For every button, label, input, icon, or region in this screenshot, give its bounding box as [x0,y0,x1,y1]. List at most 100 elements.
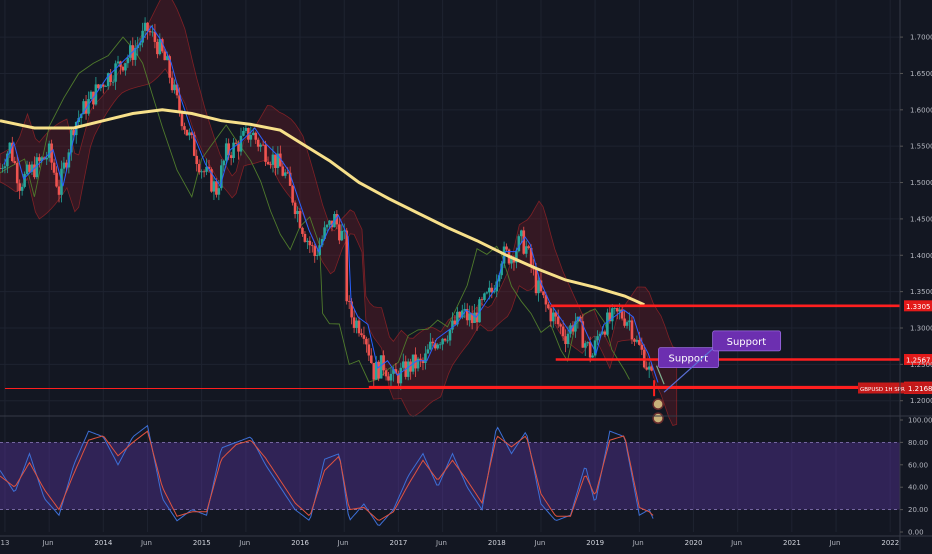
candle-body [488,287,491,293]
candle-body [298,210,302,228]
candle-body [478,299,481,323]
time-tick-label: Jun [533,539,545,547]
candle-body [586,342,590,344]
support-callout-box[interactable] [712,330,782,352]
candle-body [30,164,34,172]
oscillator-line [0,424,654,526]
time-tick-label: Jun [337,539,349,547]
price-level-tag [904,353,932,365]
candle-body [433,343,437,349]
candle-body [610,308,614,322]
candle-body [264,145,267,162]
candle-body [392,369,395,374]
candle-body [320,238,324,246]
candle-body [227,143,230,156]
candle-body [374,361,378,380]
event-marker-icon[interactable] [652,412,664,424]
price-tick-label: 1.4500 [910,215,932,223]
candle-body [293,202,297,215]
candle-body [18,183,21,191]
candle-body [104,86,108,88]
candle-body [429,341,432,350]
candle-body [394,369,398,374]
time-tick-label: 2020 [685,539,703,547]
candle-body [101,84,105,87]
candle-body [160,39,164,52]
candle-body [591,355,594,358]
candle-body [460,310,464,318]
candle-body [554,312,558,317]
candle-body [495,281,499,292]
candle-body [456,311,459,325]
candle-body [38,157,41,161]
candle-body [468,313,471,321]
candle-body [630,320,634,340]
candle-body [87,99,90,114]
grid-lines [0,0,900,532]
candle-body [232,142,235,159]
event-marker-icon[interactable] [652,398,664,410]
time-tick-label: 2015 [193,539,211,547]
candle-body [50,143,53,163]
candle-body [564,336,567,345]
candle-body [615,308,619,312]
candle-body [401,361,405,368]
candle-body [215,181,218,195]
candle-body [310,245,314,247]
candle-body [338,224,341,241]
candle-body [544,295,548,305]
candle-body [583,343,587,348]
candle-body [426,349,430,354]
time-tick-label: 2022 [881,539,899,547]
candle-body [384,370,388,377]
price-tick-label: 1.7000 [910,34,932,42]
support-callout-box[interactable] [658,347,719,369]
candle-body [387,376,390,381]
candle-body [242,130,245,136]
candle-body [210,169,213,192]
candle-body [274,154,277,168]
candle-body [121,66,125,71]
moving-average-line [0,108,645,307]
candle-body [25,164,29,174]
candle-body [28,164,31,172]
candle-body [217,188,221,195]
candle-body [259,144,262,147]
candle-body [571,325,575,332]
candle-body [633,339,636,342]
candle-body [431,341,435,344]
candle-body [593,340,597,356]
candle-body [625,322,629,326]
candle-body [367,344,371,356]
candle-body [13,161,17,164]
candle-body [40,157,44,161]
candle-body [89,91,93,100]
candle-body [618,309,621,312]
candle-body [345,230,349,302]
candle-body [357,320,361,334]
candle-body [492,291,496,293]
candle-body [328,220,331,225]
candle-body [399,367,403,384]
oscillator-tick-label: 100.00 [908,417,932,425]
candle-body [365,338,368,345]
candle-body [424,353,427,364]
time-tick-label: 2021 [783,539,801,547]
candle-body [283,172,287,176]
candle-body [288,172,292,186]
candle-body [601,331,604,334]
annotations[interactable]: Support Support [655,330,782,393]
time-tick-label: 13 [1,539,10,547]
time-tick-label: Jun [42,539,54,547]
candle-body [465,308,469,321]
price-tick-label: 1.3000 [910,325,932,333]
candle-body [192,135,196,156]
candle-body [165,56,169,61]
candle-body [406,361,410,377]
candle-body [382,355,385,371]
candle-body [520,230,523,237]
price-tick-label: 1.3500 [910,288,932,296]
time-tick-label: 2018 [488,539,506,547]
